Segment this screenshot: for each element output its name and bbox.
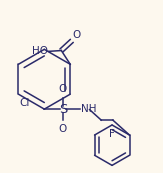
Text: Cl: Cl [20, 98, 30, 108]
Text: O: O [73, 30, 81, 40]
Text: O: O [59, 124, 67, 134]
Text: O: O [59, 84, 67, 94]
Text: F: F [109, 129, 115, 139]
Text: S: S [59, 103, 67, 116]
Text: NH: NH [81, 104, 96, 114]
Text: HO: HO [32, 46, 48, 56]
